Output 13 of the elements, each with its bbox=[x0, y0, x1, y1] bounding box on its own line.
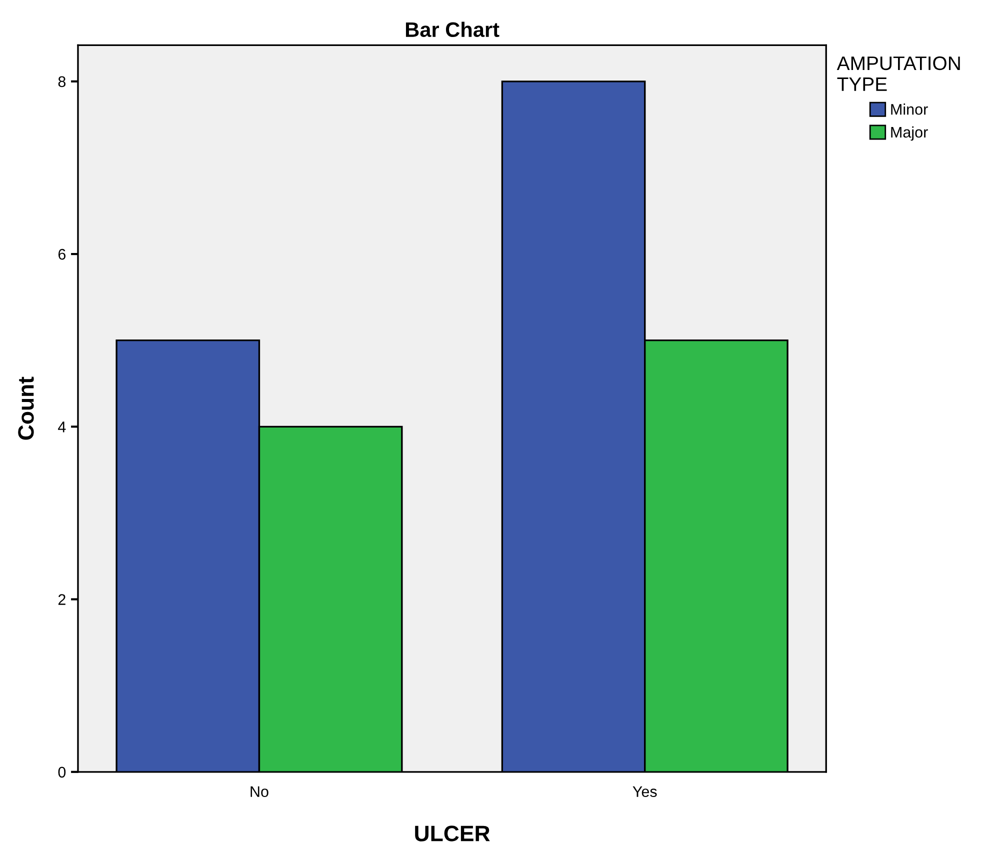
legend-label: Minor bbox=[891, 104, 928, 115]
x-axis-title: ULCER bbox=[415, 826, 490, 842]
y-tick-label: 0 bbox=[58, 766, 66, 778]
y-tick-label: 6 bbox=[58, 248, 66, 260]
x-tick-label: Yes bbox=[632, 786, 657, 798]
chart-title: Bar Chart bbox=[406, 22, 500, 38]
legend-label: Major bbox=[891, 126, 928, 141]
y-axis-title: Count bbox=[18, 376, 34, 440]
y-tick-label: 4 bbox=[58, 422, 66, 432]
x-tick-label: No bbox=[250, 786, 268, 798]
y-tick-label: 8 bbox=[58, 76, 66, 88]
legend-title: AMPUTATION TYPE bbox=[836, 56, 960, 91]
y-tick-label: 2 bbox=[58, 594, 66, 605]
